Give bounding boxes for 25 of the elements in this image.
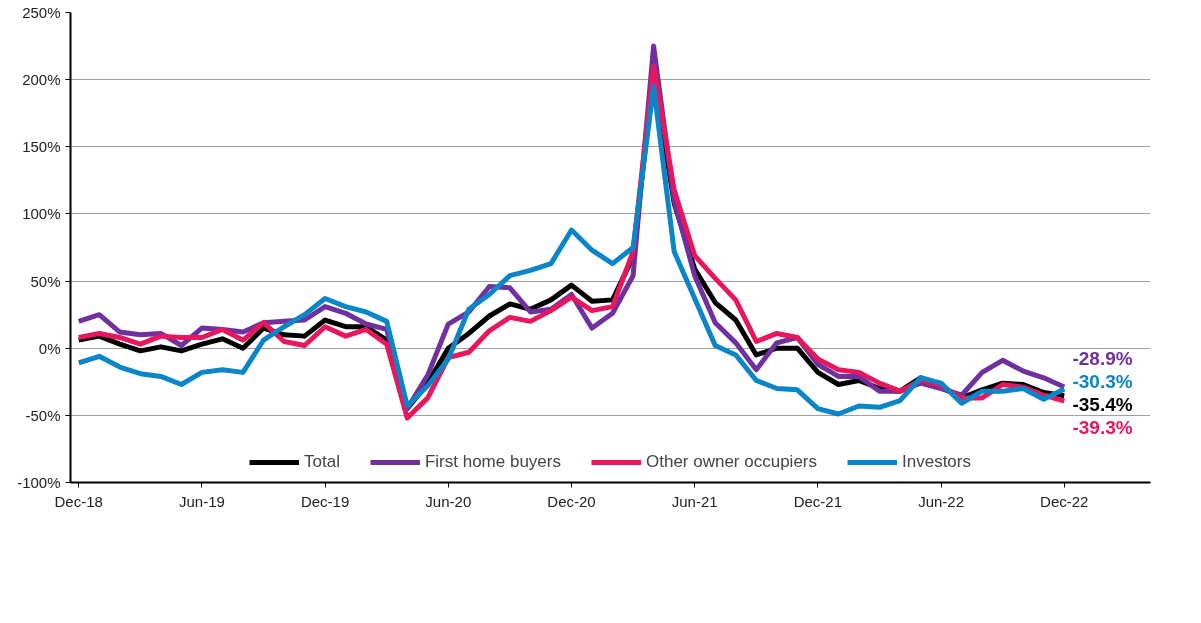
x-tick-label: Dec-20 [547,492,596,510]
legend-label: First home buyers [424,452,561,472]
y-tick-label: 250% [22,4,61,21]
y-tick-label: 200% [22,71,61,89]
x-tick-label: Jun-20 [425,492,472,510]
y-tick-label: -50% [25,406,61,424]
x-tick-label: Dec-21 [793,492,843,510]
legend-label: Investors [902,452,971,472]
x-tick-label: Dec-18 [54,492,103,510]
y-tick-label: -100% [17,474,61,491]
data-label: -28.9% [1072,348,1133,370]
x-tick-label: Jun-19 [178,492,225,510]
data-label: -30.3% [1072,371,1133,393]
legend-label: Other owner occupiers [645,452,818,472]
y-tick-label: 100% [22,205,61,223]
legend-label: Total [304,452,340,472]
data-label: -39.3% [1072,417,1133,439]
x-tick-label: Dec-22 [1040,492,1089,510]
x-tick-label: Jun-21 [671,492,718,510]
data-label: -35.4% [1072,394,1133,416]
x-tick-label: Jun-22 [918,492,965,510]
y-tick-label: 0% [38,339,61,357]
x-tick-label: Dec-19 [300,492,350,510]
y-tick-label: 150% [22,138,61,156]
y-tick-label: 50% [30,272,61,290]
